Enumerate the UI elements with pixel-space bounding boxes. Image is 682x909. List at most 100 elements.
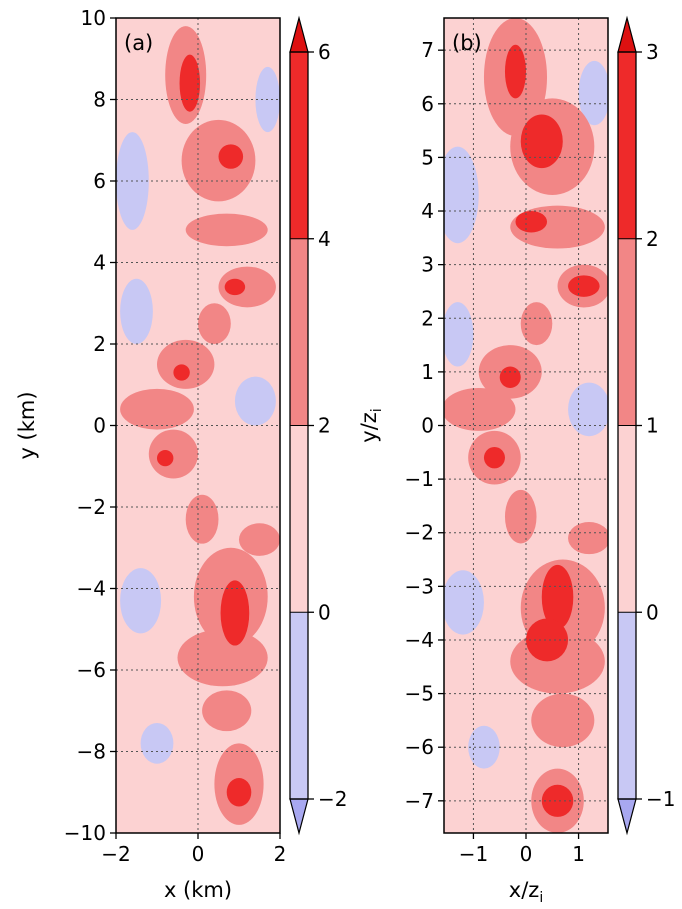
colorbar-band: [618, 52, 636, 239]
colorbar: −1 0 1 2 3: [617, 15, 675, 836]
colorbar-tick-label: 3: [646, 40, 659, 64]
contour-region-mid: [504, 489, 537, 544]
panel-label: (a): [124, 31, 153, 55]
contour-region-high: [218, 144, 244, 169]
contour-region-negative: [568, 382, 608, 437]
y-tick-label: −4: [405, 628, 434, 652]
contour-region-mid: [239, 523, 280, 556]
contour-region-mid: [444, 387, 516, 431]
x-tick-label: −1: [459, 842, 488, 866]
y-tick-label: −2: [77, 495, 106, 519]
contour-region-negative: [120, 568, 162, 634]
contour-region-mid: [177, 629, 268, 687]
colorbar-tick-label: 1: [646, 414, 659, 438]
y-axis-label: y (km): [15, 391, 39, 459]
y-tick-label: −8: [77, 740, 106, 764]
contour-region-high: [541, 564, 574, 630]
contour-region-high: [568, 275, 600, 297]
colorbar-band: [290, 612, 308, 799]
contour-region-high: [541, 784, 574, 817]
colorbar-tick-label: 6: [318, 40, 331, 64]
contour-region-negative: [120, 278, 153, 344]
contour-region-negative: [234, 376, 276, 426]
contour-region-mid: [198, 303, 231, 344]
colorbar-extend-top: [289, 15, 309, 53]
contour-region-high: [483, 446, 505, 469]
panel-b: −1 0 1 −7 −6 −5 −4 −3 −2 −1 0 1 2 3 4 5 6 7 x/zi y/zi (b) −1 0…: [357, 15, 675, 906]
x-axis-label: x (km): [164, 878, 232, 902]
colorbar-extend-bottom: [617, 798, 637, 836]
contour-region-high: [220, 580, 250, 646]
contour-region-high: [226, 777, 252, 807]
y-tick-label: −3: [405, 574, 434, 598]
colorbar-band: [290, 238, 308, 426]
colorbar-tick-label: 2: [318, 414, 331, 438]
colorbar-band: [618, 612, 636, 799]
y-tick-label: 0: [93, 414, 106, 438]
y-tick-label: −6: [405, 735, 434, 759]
y-axis-label: y/zi: [357, 408, 385, 442]
contour-region-mid: [181, 119, 256, 202]
y-tick-label: −6: [77, 658, 106, 682]
colorbar-band: [290, 52, 308, 239]
grid: [116, 18, 280, 833]
contour-region-high: [504, 44, 526, 99]
x-tick-label: 2: [274, 842, 287, 866]
y-tick-label: 6: [93, 169, 106, 193]
colorbar-tick-label: 2: [646, 227, 659, 251]
y-tick-label: −1: [405, 467, 434, 491]
panel-label: (b): [452, 31, 482, 55]
y-tick-label: −4: [77, 577, 106, 601]
y-tick-label: 5: [421, 145, 434, 169]
contour-region-negative: [468, 725, 500, 769]
colorbar-tick-label: 0: [318, 600, 331, 624]
grid: [444, 18, 608, 833]
y-tick-label: −7: [405, 789, 434, 813]
contour-region-mid: [531, 693, 595, 748]
colorbar-tick-label: 4: [318, 227, 331, 251]
x-tick-label: 0: [520, 842, 533, 866]
y-tick-label: −5: [405, 682, 434, 706]
colorbar-tick-label: −2: [318, 787, 347, 811]
x-axis-label: x/zi: [509, 878, 543, 906]
contour-region-mid: [157, 339, 215, 389]
contour-field: [444, 18, 608, 833]
y-tick-label: 2: [421, 306, 434, 330]
y-tick-label: 0: [421, 414, 434, 438]
x-tick-label: 1: [572, 842, 585, 866]
contour-region-mid: [185, 494, 219, 544]
contour-region-negative: [444, 146, 479, 244]
colorbar-band: [618, 238, 636, 426]
colorbar-extend-bottom: [289, 798, 309, 836]
contour-region-mid: [218, 266, 276, 308]
y-tick-label: 8: [93, 88, 106, 112]
contour-region-high: [179, 54, 201, 112]
contour-region-negative: [444, 302, 474, 367]
x-tick-label: 0: [192, 842, 205, 866]
y-tick-label: 2: [93, 332, 106, 356]
panel-a: −2 0 2 −10 −8 −6 −4 −2 0 2 4 6 8 10 x (km) y (km) (a) −2 0…: [15, 6, 347, 902]
contour-region-high: [157, 449, 174, 467]
contour-region-high: [520, 114, 563, 169]
colorbar-extend-top: [617, 15, 637, 53]
contour-region-negative: [444, 570, 484, 635]
colorbar-tick-label: 0: [646, 600, 659, 624]
contour-region-mid: [148, 429, 198, 479]
contour-region-high: [499, 366, 521, 388]
contour-region-high: [515, 211, 548, 233]
contour-region-mid: [202, 690, 252, 732]
colorbar: −2 0 2 4 6: [289, 15, 347, 836]
y-tick-label: 3: [421, 253, 434, 277]
colorbar-tick-label: −1: [646, 787, 675, 811]
colorbar-band: [618, 425, 636, 613]
contour-region-high: [173, 364, 190, 381]
contour-region-mid: [185, 213, 268, 247]
contour-region-mid: [120, 388, 194, 430]
contour-region-mid: [520, 302, 553, 346]
colorbar-band: [290, 425, 308, 613]
y-tick-label: 6: [421, 92, 434, 116]
y-tick-label: 4: [93, 251, 106, 275]
contour-region-mid: [568, 522, 608, 555]
y-tick-label: 10: [81, 6, 106, 30]
